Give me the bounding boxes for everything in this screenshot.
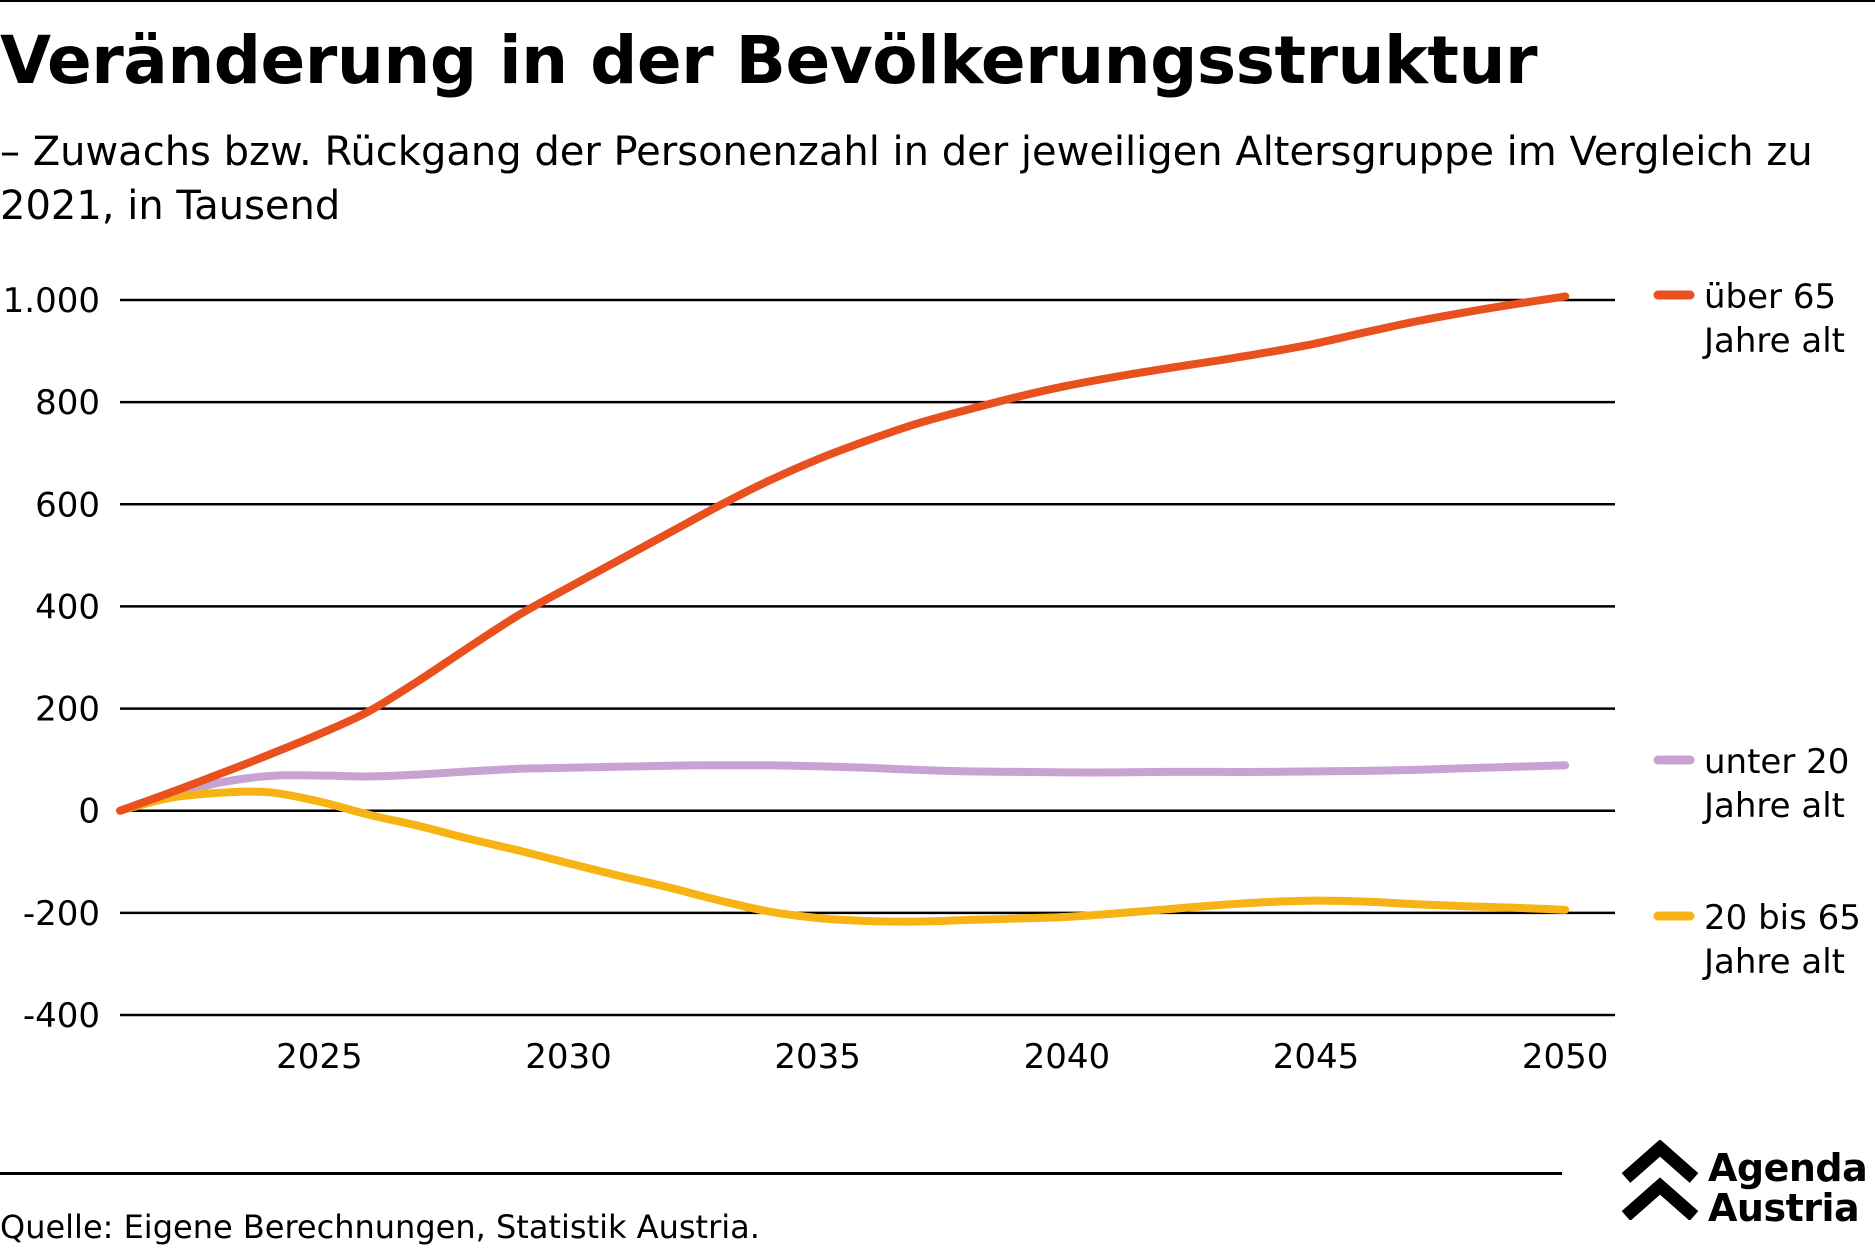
legend-label: 20 bis 65: [1704, 898, 1861, 938]
legend-label: Jahre alt: [1702, 942, 1845, 982]
y-tick-label: 600: [35, 485, 100, 525]
double-chevron-icon: [1621, 1139, 1699, 1221]
legend-label: Jahre alt: [1702, 321, 1845, 361]
y-tick-label: -400: [23, 996, 100, 1036]
x-tick-label: 2050: [1522, 1037, 1609, 1077]
y-axis-tick-labels: 1.000 800 600 400 200 0 -200 -400: [3, 281, 100, 1036]
legend-label: unter 20: [1704, 742, 1849, 782]
legend-label: Jahre alt: [1702, 786, 1845, 826]
y-tick-label: 200: [35, 690, 100, 730]
legend-label: über 65: [1704, 277, 1836, 317]
y-tick-label: 0: [78, 792, 100, 832]
x-axis-tick-labels: 2025 2030 2035 2040 2045 2050: [276, 1037, 1608, 1077]
series-line-unter-20-jahre-alt: [116, 761, 1570, 815]
x-tick-label: 2040: [1024, 1037, 1111, 1077]
footer-rule: [0, 1172, 1562, 1175]
y-tick-label: -200: [23, 894, 100, 934]
x-tick-label: 2025: [276, 1037, 363, 1077]
y-tick-label: 1.000: [3, 281, 100, 321]
top-rule: [0, 0, 1875, 2]
logo-text-agenda: Agenda: [1708, 1146, 1868, 1190]
chart-title: Veränderung in der Bevölkerungsstruktur: [0, 22, 1538, 99]
x-tick-label: 2030: [525, 1037, 612, 1077]
source-note: Quelle: Eigene Berechnungen, Statistik A…: [0, 1208, 760, 1246]
y-tick-label: 800: [35, 383, 100, 423]
series-line-über-65-jahre-alt: [116, 292, 1570, 815]
series-line-20-bis-65-jahre-alt: [116, 787, 1570, 926]
x-tick-label: 2035: [774, 1037, 861, 1077]
x-tick-label: 2045: [1273, 1037, 1360, 1077]
chart-subtitle: – Zuwachs bzw. Rückgang der Personenzahl…: [0, 129, 1813, 229]
gridlines: [120, 298, 1615, 1017]
series-lines: [116, 292, 1570, 926]
logo-text-austria: Austria: [1708, 1186, 1860, 1230]
y-tick-label: 400: [35, 587, 100, 627]
agenda-austria-logo: Agenda Austria: [1620, 1139, 1875, 1228]
